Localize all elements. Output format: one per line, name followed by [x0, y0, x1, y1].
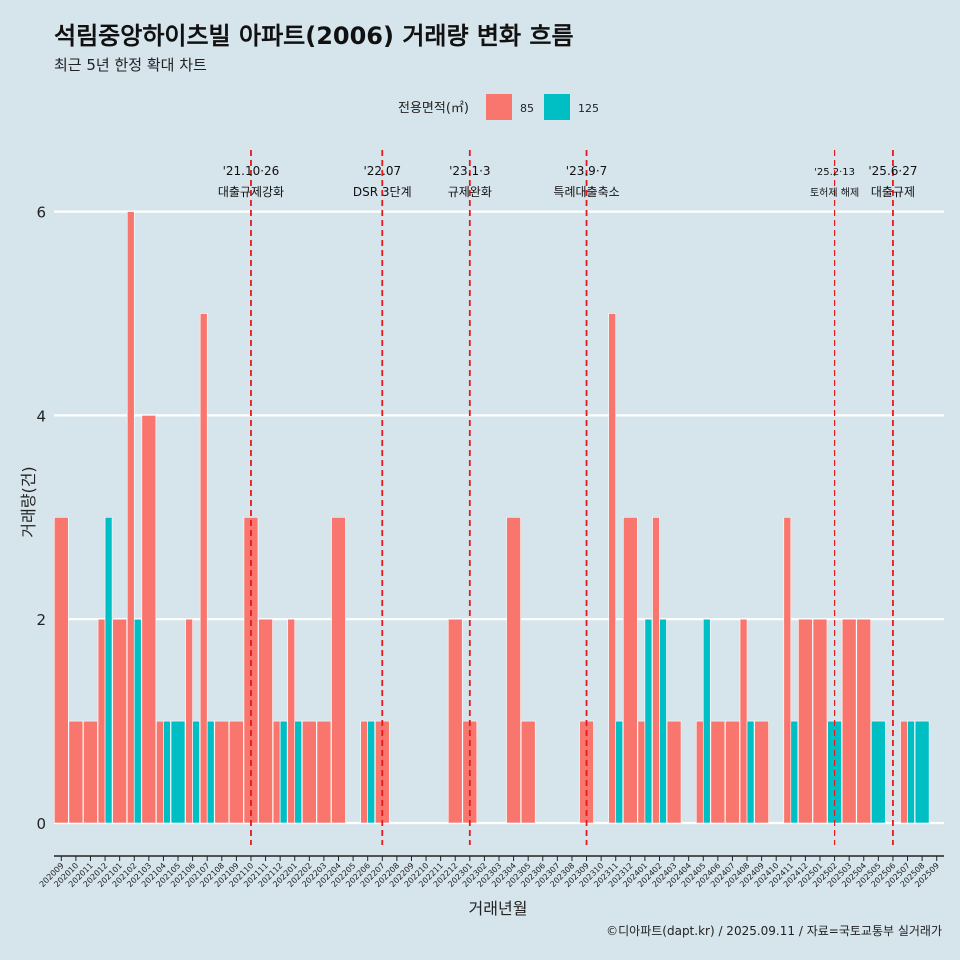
event-date: '21.10·26	[223, 164, 280, 178]
bar-85-202010	[68, 720, 84, 824]
bar-85-202411	[783, 516, 792, 824]
bar-85-202212	[447, 618, 463, 824]
bar-85-202401	[637, 720, 646, 824]
event-label: 특례대출축소	[553, 185, 619, 199]
event-label: 토허제 해제	[810, 186, 859, 199]
bar-85-202406	[710, 720, 726, 824]
bar-85-202107	[199, 313, 208, 824]
legend: 전용면적(㎡) 85 125	[398, 94, 599, 120]
source-caption: ©디아파트(dapt.kr) / 2025.09.11 / 자료=국토교통부 실…	[606, 924, 942, 938]
x-axis-title: 거래년월	[469, 899, 528, 918]
bar-125-202106	[192, 720, 200, 824]
bar-125-202507	[907, 720, 915, 824]
bar-125-202102	[133, 618, 142, 824]
y-tick-label: 4	[36, 407, 46, 425]
bar-85-202504	[856, 618, 872, 824]
bar-85-202103	[141, 415, 157, 824]
bar-125-202508	[914, 720, 930, 824]
bar-85-202203	[316, 720, 332, 824]
bar-85-202201	[287, 618, 296, 824]
bar-125-202505	[871, 720, 886, 824]
legend-label-85: 85	[520, 102, 534, 115]
chart-subtitle: 최근 5년 한정 확대 차트	[54, 56, 207, 74]
y-axis-title: 거래량(건)	[19, 466, 38, 537]
legend-swatch-85	[486, 94, 512, 120]
legend-swatch-125	[544, 94, 570, 120]
event-label: DSR 3단계	[353, 185, 412, 199]
bar-85-202503	[841, 618, 857, 824]
bar-85-202311	[608, 313, 617, 824]
event-date: '25.2·13	[814, 167, 855, 178]
bar-85-202112	[272, 720, 281, 824]
bar-85-202402	[652, 516, 660, 824]
y-tick-label: 6	[36, 204, 46, 222]
bar-125-202104	[163, 720, 171, 824]
event-label: 대출규제강화	[218, 185, 284, 199]
bar-85-202011	[83, 720, 98, 824]
bar-125-202311	[615, 720, 624, 824]
bar-85-202104	[156, 720, 164, 824]
event-date: '25.6·27	[868, 164, 917, 178]
y-tick-label: 2	[36, 611, 46, 629]
bar-85-202409	[754, 720, 769, 824]
bar-125-202107	[206, 720, 215, 824]
bar-85-202102	[126, 211, 135, 824]
bar-85-202202	[302, 720, 317, 824]
x-axis: 2020092020102020112020122021012021022021…	[38, 855, 944, 889]
event-date: '22.07	[363, 164, 401, 178]
legend-title: 전용면적(㎡)	[398, 101, 469, 116]
bar-85-202408	[739, 618, 748, 824]
bar-85-202111	[258, 618, 273, 824]
bar-85-202405	[695, 720, 704, 824]
bar-125-202402	[659, 618, 667, 824]
bar-85-202206	[360, 720, 368, 824]
bars	[53, 211, 930, 824]
bar-85-202507	[900, 720, 908, 824]
legend-label-125: 125	[578, 102, 599, 115]
bar-125-202201	[294, 720, 303, 824]
bar-125-202012	[104, 516, 113, 824]
bar-85-202407	[725, 720, 740, 824]
bar-125-202405	[702, 618, 711, 824]
bar-125-202112	[279, 720, 288, 824]
event-date: '23.9·7	[566, 164, 607, 178]
event-markers: '21.10·26 대출규제강화 '22.07 DSR 3단계 '23.1·3 규제완화 '…	[218, 150, 917, 845]
chart-title: 석림중앙하이츠빌 아파트(2006) 거래량 변화 흐름	[54, 22, 574, 50]
bar-125-202411	[790, 720, 799, 824]
event-label: 대출규제	[871, 185, 915, 199]
bar-125-202206	[367, 720, 375, 824]
bar-85-202101	[112, 618, 127, 824]
bar-85-202412	[798, 618, 813, 824]
bar-125-202401	[644, 618, 653, 824]
bar-85-202106	[185, 618, 193, 824]
bar-85-202204	[331, 516, 346, 824]
bar-85-202109	[229, 720, 244, 824]
bar-125-202408	[746, 720, 755, 824]
y-axis-ticks: 0 2 4 6	[36, 204, 46, 833]
bar-85-202304	[506, 516, 521, 824]
event-label: 규제완화	[448, 185, 492, 199]
bar-85-202108	[214, 720, 230, 824]
event-date: '23.1·3	[449, 164, 490, 178]
bar-85-202403	[666, 720, 682, 824]
bar-85-202009	[53, 516, 69, 824]
bar-125-202105	[170, 720, 186, 824]
bar-85-202501	[812, 618, 828, 824]
bar-85-202312	[623, 516, 638, 824]
bar-85-202012	[97, 618, 106, 824]
y-tick-label: 0	[36, 815, 46, 833]
bar-85-202305	[520, 720, 536, 824]
